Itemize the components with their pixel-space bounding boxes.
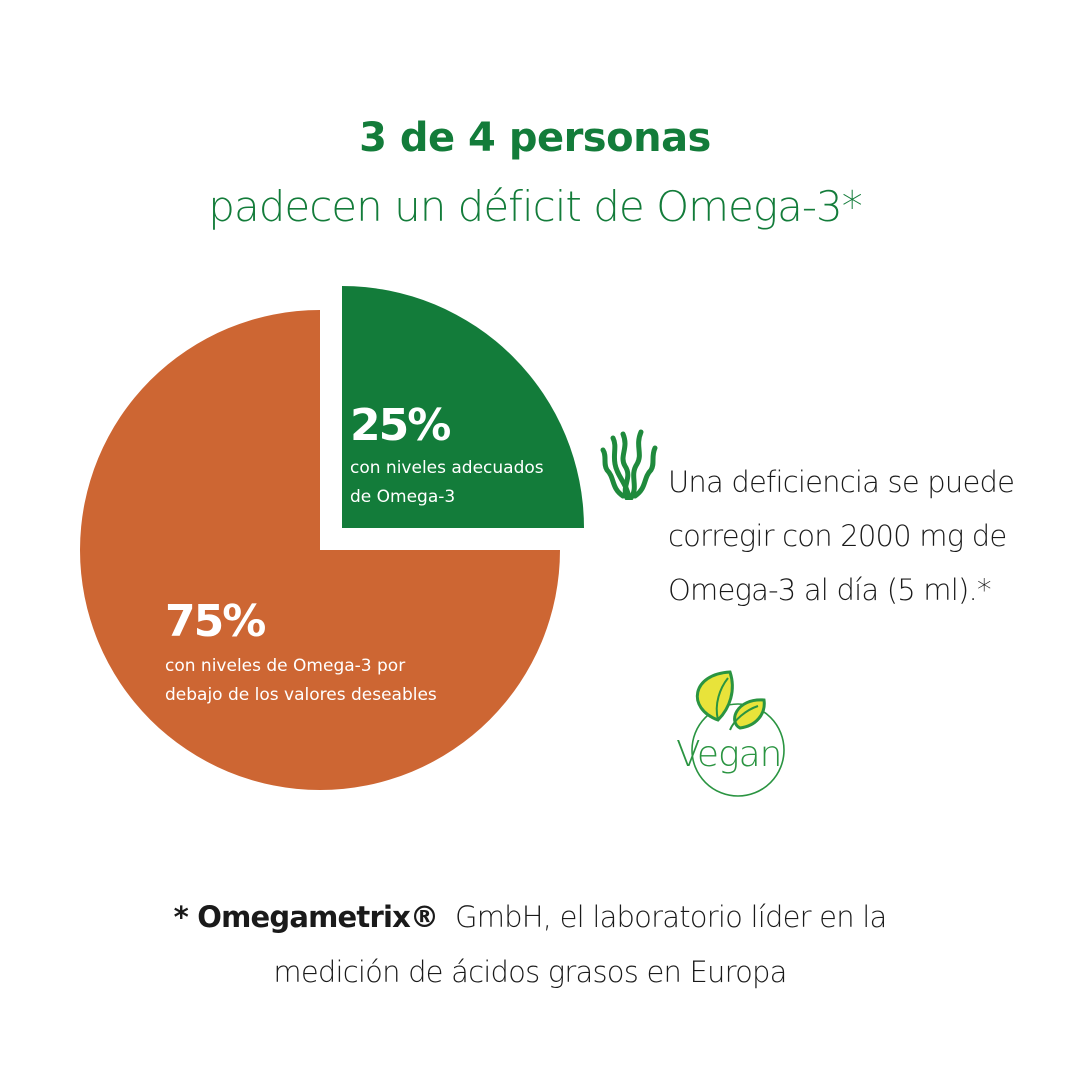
deficiency-note-line1: Una deficiencia se puede bbox=[668, 465, 1015, 499]
seaweed-icon bbox=[600, 429, 658, 500]
headline: 3 de 4 personas bbox=[359, 115, 711, 161]
slice-label-25: 25% con niveles adecuados de Omega-3 bbox=[350, 404, 544, 512]
slice-desc-75-line1: con niveles de Omega-3 por bbox=[165, 656, 406, 676]
pie-slice-25 bbox=[342, 286, 584, 528]
deficiency-note-line2: corregir con 2000 mg de bbox=[668, 519, 1007, 553]
slice-percent-75: 75% bbox=[165, 596, 266, 647]
footnote-asterisk: * bbox=[173, 900, 198, 934]
slice-desc-25-line2: de Omega-3 bbox=[350, 487, 456, 507]
slice-desc-75-line2: debajo de los valores deseables bbox=[165, 685, 437, 705]
slice-percent-25: 25% bbox=[350, 400, 451, 451]
vegan-label: Vegan bbox=[676, 734, 781, 775]
slice-desc-25-line1: con niveles adecuados bbox=[350, 458, 544, 478]
footnote-rest: GmbH, el laboratorio líder en la bbox=[438, 900, 887, 934]
deficiency-note-line3: Omega-3 al día (5 ml).* bbox=[668, 573, 991, 607]
footnote-brand: Omegametrix® bbox=[197, 900, 439, 934]
vegan-leaf-icon bbox=[695, 670, 766, 731]
footnote-line2: medición de ácidos grasos en Europa bbox=[273, 955, 787, 989]
footnote-line1: * Omegametrix® GmbH, el laboratorio líde… bbox=[0, 900, 1060, 934]
subtitle: padecen un déficit de Omega-3* bbox=[208, 182, 862, 231]
slice-label-75: 75% con niveles de Omega-3 por debajo de… bbox=[165, 600, 437, 710]
vegan-badge: Vegan bbox=[676, 670, 785, 797]
deficiency-note: Una deficiencia se puede corregir con 20… bbox=[668, 455, 1048, 617]
pie-slice-75 bbox=[80, 310, 560, 790]
